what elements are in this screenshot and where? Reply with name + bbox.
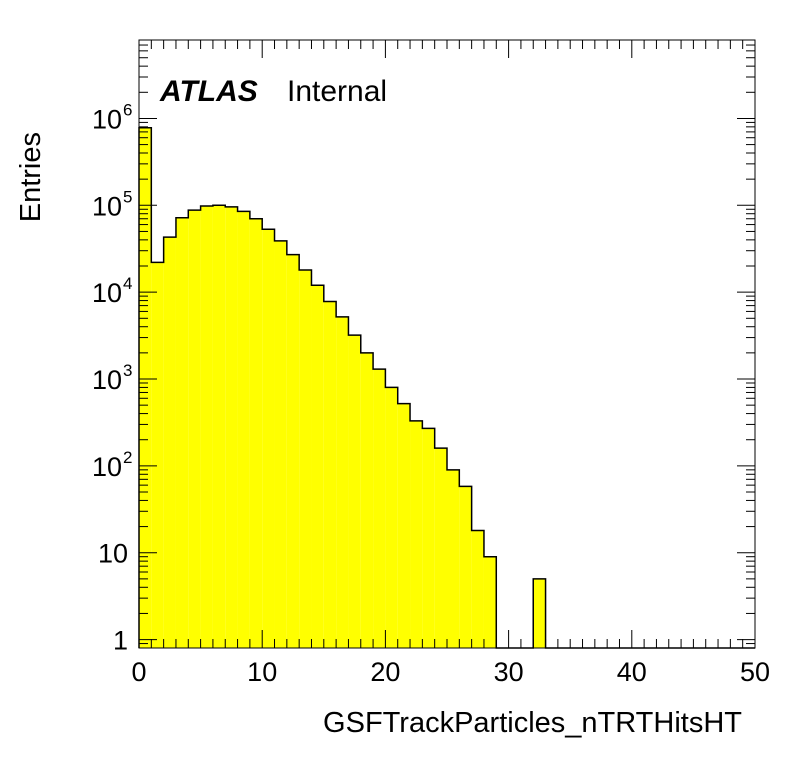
y-tick-exponent: 2: [123, 448, 132, 467]
histogram-bar: [311, 285, 324, 648]
y-tick-exponent: 4: [123, 274, 132, 293]
histogram-bar: [274, 240, 287, 648]
histogram-bar: [225, 206, 238, 648]
x-axis-label: GSFTrackParticles_nTRTHitsHT: [323, 707, 742, 739]
histogram-bar: [249, 218, 263, 649]
x-tick-label: 40: [617, 657, 647, 687]
y-tick-label: 1: [113, 626, 128, 656]
histogram-bar: [483, 556, 497, 648]
histogram-bar: [447, 469, 460, 648]
histogram-bar: [360, 352, 374, 648]
histogram-bar: [422, 428, 435, 648]
histogram-bar: [237, 211, 250, 648]
histogram-bar: [434, 448, 447, 648]
histogram-bar: [471, 530, 484, 648]
histogram-bar: [336, 316, 349, 648]
histogram-bar: [212, 205, 226, 649]
histogram-bar: [163, 237, 176, 648]
histogram-bar: [533, 578, 546, 648]
atlas-label: ATLAS: [159, 75, 258, 108]
y-tick-label: 10: [92, 104, 122, 134]
histogram-bar: [410, 420, 423, 648]
histogram-bar: [200, 206, 213, 649]
histogram-bar: [397, 403, 411, 648]
histogram-bar: [348, 335, 361, 648]
histogram-bar: [385, 387, 398, 648]
histogram-bar: [299, 269, 312, 648]
y-tick-exponent: 3: [123, 361, 132, 380]
histogram-bar: [151, 262, 164, 648]
y-tick-label: 10: [92, 278, 122, 308]
y-axis-label: Entries: [15, 132, 47, 222]
x-tick-label: 10: [247, 657, 277, 687]
y-tick-exponent: 6: [123, 100, 132, 119]
x-tick-label: 20: [370, 657, 400, 687]
y-tick-label: 10: [92, 452, 122, 482]
axis-ticks: [138, 39, 756, 649]
x-tick-label: 30: [494, 657, 524, 687]
x-tick-label: 50: [740, 657, 770, 687]
histogram-bar: [373, 369, 386, 648]
y-tick-label: 10: [98, 539, 128, 569]
x-tick-label: 0: [131, 657, 146, 687]
internal-label: Internal: [287, 75, 387, 108]
y-tick-label: 10: [92, 365, 122, 395]
x-tick-labels: 0 10 20 30 40 50: [131, 657, 770, 687]
histogram-bar: [188, 210, 201, 649]
y-tick-label: 10: [92, 191, 122, 221]
histogram-bar: [175, 217, 189, 648]
histogram-bar: [459, 486, 472, 648]
y-tick-exponent: 5: [123, 187, 132, 206]
histogram-bar: [323, 301, 337, 648]
histogram-bars: [138, 127, 755, 649]
histogram-bar: [262, 229, 275, 648]
histogram-bar: [286, 254, 300, 648]
